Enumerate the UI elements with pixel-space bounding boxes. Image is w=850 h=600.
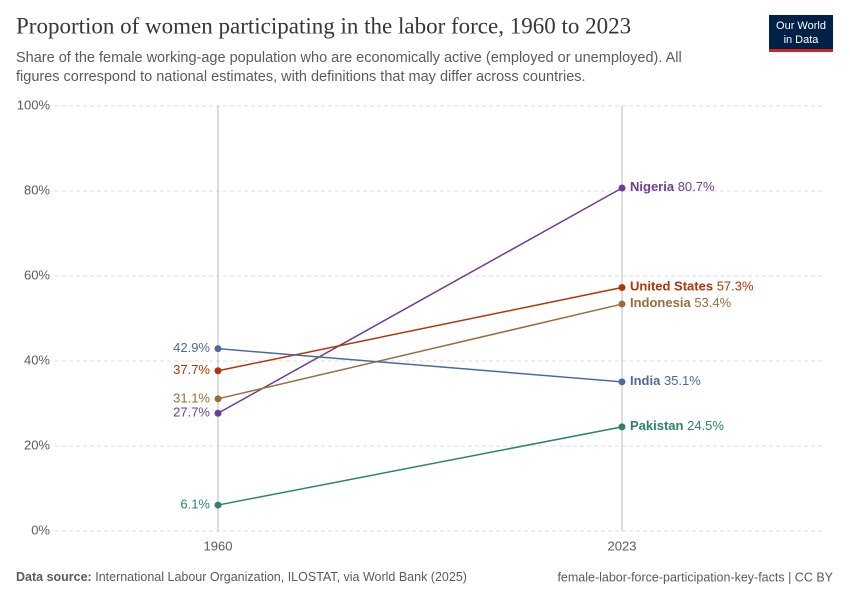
logo-strip xyxy=(769,49,833,52)
data-point xyxy=(618,283,626,291)
subtitle: Share of the female working-age populati… xyxy=(16,50,682,66)
value-label: 37.7% xyxy=(173,362,210,377)
value-label: 80.7% xyxy=(678,179,715,194)
value-label: 6.1% xyxy=(180,497,210,512)
series-line xyxy=(217,187,623,414)
series-line xyxy=(217,426,623,506)
value-label: 57.3% xyxy=(717,279,754,294)
logo-box xyxy=(769,15,833,52)
data-point xyxy=(214,409,222,417)
y-tick-label: 40% xyxy=(24,352,50,367)
source-label: Data source: xyxy=(16,570,92,584)
value-label: 27.7% xyxy=(173,405,210,420)
series-label: Nigeria 80.7% xyxy=(630,179,715,194)
series-name: India xyxy=(630,373,661,388)
value-label: 42.9% xyxy=(173,340,210,355)
series-label: United States 57.3% xyxy=(630,279,754,294)
data-point xyxy=(618,378,626,386)
value-label: 35.1% xyxy=(664,373,701,388)
logo-text: Our World xyxy=(776,20,826,32)
logo-text: in Data xyxy=(784,34,820,46)
series-name: Nigeria xyxy=(630,179,675,194)
x-tick-label: 1960 xyxy=(204,538,233,553)
series-name: Indonesia xyxy=(630,295,691,310)
y-tick-label: 0% xyxy=(31,522,50,537)
data-point xyxy=(214,501,222,509)
series-name: Pakistan xyxy=(630,418,684,433)
y-tick-label: 100% xyxy=(17,97,51,112)
value-label: 31.1% xyxy=(173,390,210,405)
logo[interactable]: Our World in Data xyxy=(769,15,833,52)
data-point xyxy=(618,423,626,431)
y-tick-label: 80% xyxy=(24,182,50,197)
series-line xyxy=(217,347,623,383)
series-label: Pakistan 24.5% xyxy=(630,418,724,433)
source: Data source: International Labour Organi… xyxy=(16,570,467,584)
data-point xyxy=(214,367,222,375)
series-name: United States xyxy=(630,279,713,294)
x-tick-label: 2023 xyxy=(608,538,637,553)
subtitle: figures correspond to national estimates… xyxy=(16,69,586,85)
source-text: International Labour Organization, ILOST… xyxy=(95,570,467,584)
data-point xyxy=(618,300,626,308)
data-point xyxy=(214,395,222,403)
y-tick-label: 20% xyxy=(24,437,50,452)
y-tick-label: 60% xyxy=(24,267,50,282)
series-label: Indonesia 53.4% xyxy=(630,295,732,310)
series-line xyxy=(217,303,623,400)
value-label: 53.4% xyxy=(694,295,731,310)
footer-link[interactable]: female-labor-force-participation-key-fac… xyxy=(557,570,833,584)
chart-title: Proportion of women participating in the… xyxy=(16,13,631,38)
value-label: 24.5% xyxy=(687,418,724,433)
data-point xyxy=(618,184,626,192)
data-point xyxy=(214,345,222,353)
series-line xyxy=(217,286,623,372)
series-label: India 35.1% xyxy=(630,373,701,388)
